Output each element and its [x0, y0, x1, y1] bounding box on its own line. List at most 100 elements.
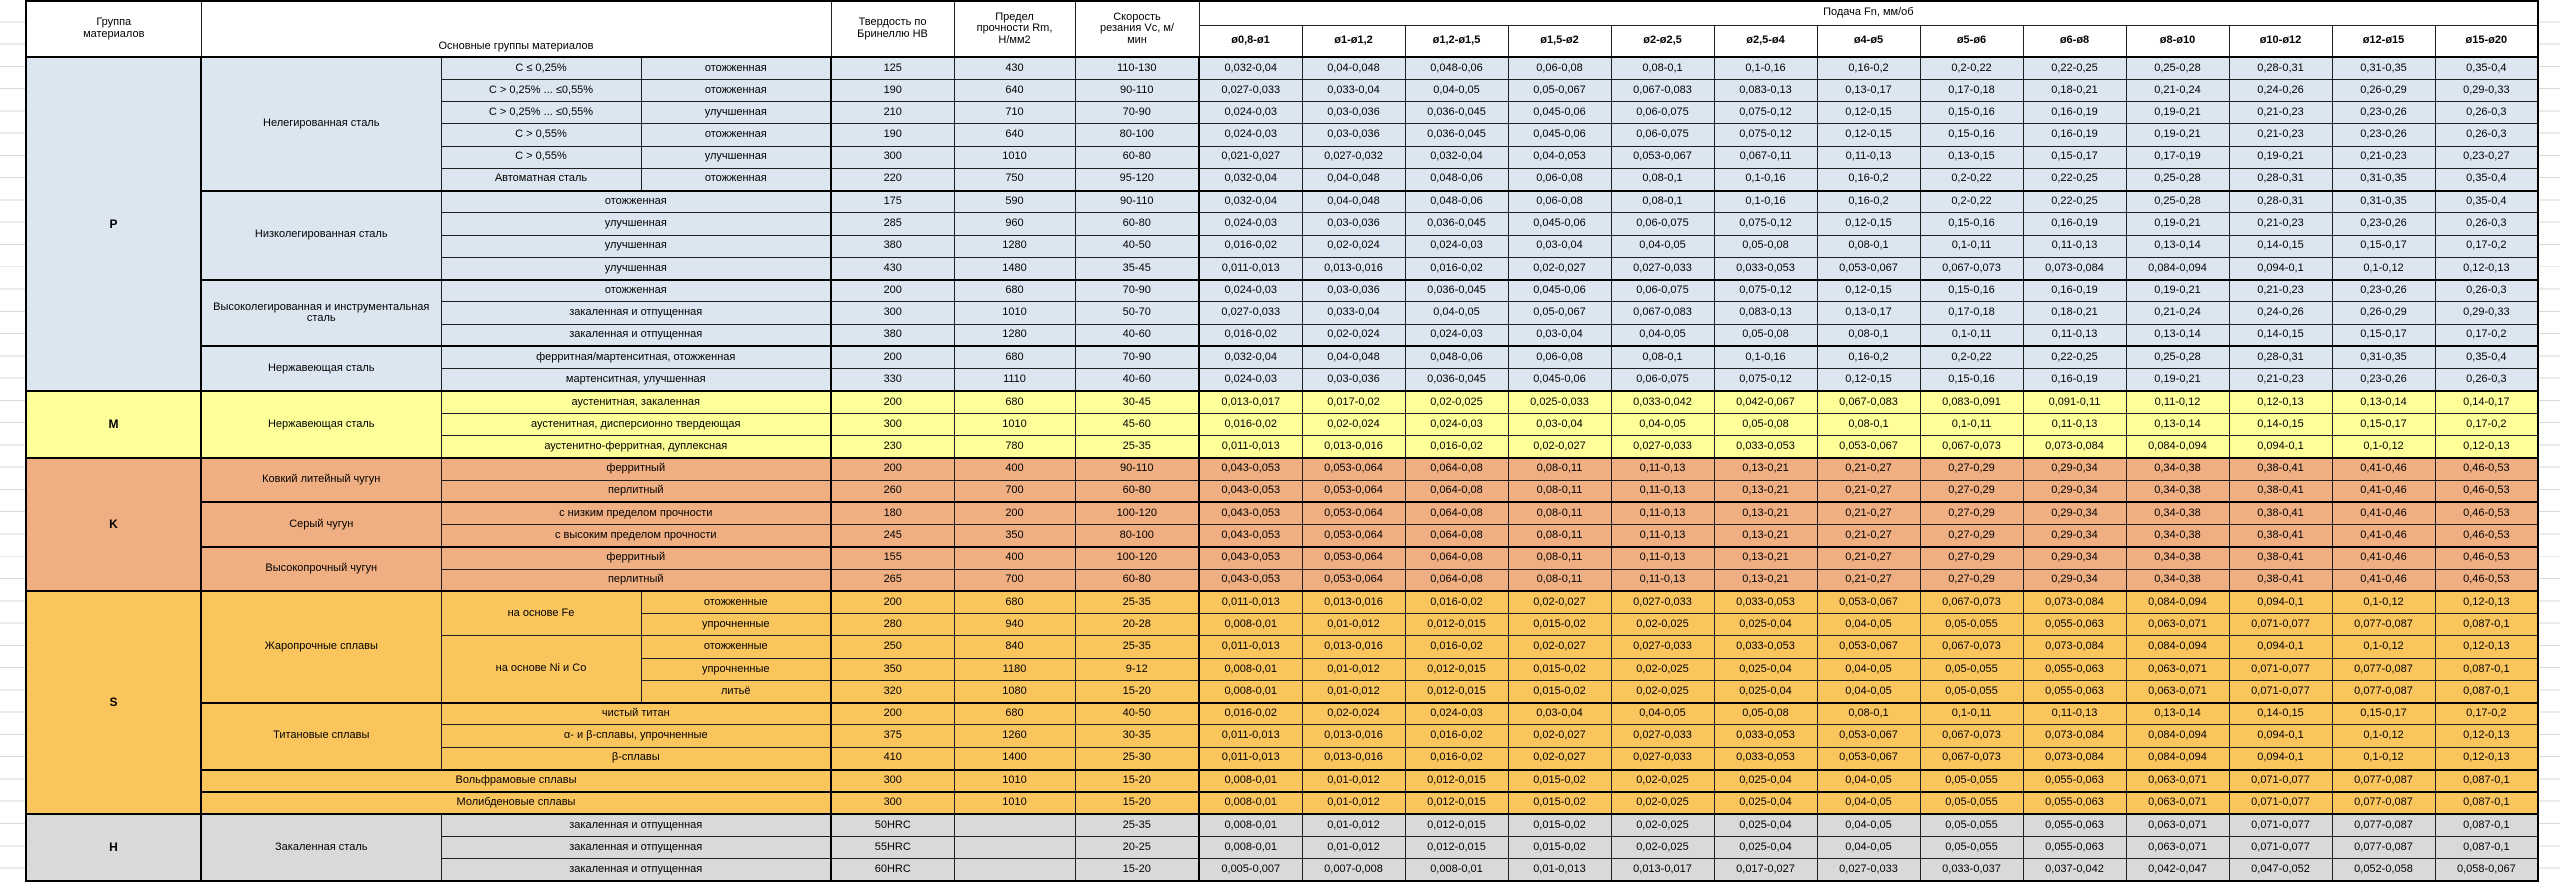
feed-cell[interactable]: 0,053-0,064	[1301, 501, 1406, 526]
feed-cell[interactable]: 0,13-0,21	[1713, 479, 1818, 503]
feed-cell[interactable]: 0,01-0,013	[1507, 858, 1612, 882]
feed-cell[interactable]: 0,15-0,16	[1919, 368, 2024, 392]
feed-cell[interactable]: 0,036-0,045	[1404, 212, 1509, 236]
hardness-cell[interactable]: 200	[830, 389, 955, 414]
material-cell[interactable]: с высоким пределом прочности	[440, 524, 832, 548]
feed-cell[interactable]: 0,04-0,05	[1816, 613, 1921, 637]
feed-cell[interactable]: 0,053-0,064	[1301, 524, 1406, 548]
feed-cell[interactable]: 0,094-0,1	[2228, 635, 2333, 659]
feed-cell[interactable]: 0,05-0,08	[1713, 701, 1818, 726]
feed-cell[interactable]: 0,34-0,38	[2125, 479, 2230, 503]
feed-cell[interactable]: 0,27-0,29	[1919, 479, 2024, 503]
feed-cell[interactable]: 0,013-0,016	[1301, 256, 1406, 281]
feed-cell[interactable]: 0,02-0,027	[1507, 724, 1612, 748]
feed-cell[interactable]: 0,46-0,53	[2434, 479, 2539, 503]
feed-cell[interactable]: 0,11-0,13	[1610, 456, 1715, 481]
feed-cell[interactable]: 0,053-0,067	[1816, 724, 1921, 748]
feed-cell[interactable]: 0,21-0,23	[2331, 145, 2436, 169]
feed-cell[interactable]: 0,08-0,1	[1610, 55, 1715, 80]
feed-cell[interactable]: 0,14-0,15	[2228, 701, 2333, 726]
feed-cell[interactable]: 0,037-0,042	[2022, 858, 2127, 882]
feed-cell[interactable]: 0,03-0,036	[1301, 212, 1406, 236]
feed-cell[interactable]: 0,043-0,053	[1198, 456, 1303, 481]
speed-cell[interactable]: 60-80	[1074, 568, 1200, 592]
feed-cell[interactable]: 0,03-0,04	[1507, 323, 1612, 347]
feed-cell[interactable]: 0,27-0,29	[1919, 501, 2024, 526]
feed-cell[interactable]: 0,29-0,34	[2022, 501, 2127, 526]
feed-cell[interactable]: 0,05-0,08	[1713, 412, 1818, 437]
feed-cell[interactable]: 0,091-0,11	[2022, 389, 2127, 414]
feed-cell[interactable]: 0,024-0,03	[1198, 278, 1303, 303]
feed-cell[interactable]: 0,21-0,27	[1816, 524, 1921, 548]
feed-cell[interactable]: 0,045-0,06	[1507, 368, 1612, 392]
feed-cell[interactable]: 0,15-0,16	[1919, 101, 2024, 125]
feed-cell[interactable]: 0,073-0,084	[2022, 746, 2127, 771]
material-cell[interactable]: Нелегированная сталь	[200, 56, 442, 192]
feed-cell[interactable]: 0,21-0,23	[2228, 101, 2333, 125]
feed-cell[interactable]: 0,024-0,03	[1404, 412, 1509, 437]
feed-cell[interactable]: 0,02-0,025	[1610, 679, 1715, 704]
feed-cell[interactable]: 0,31-0,35	[2331, 167, 2436, 192]
feed-cell[interactable]: 0,04-0,048	[1301, 167, 1406, 192]
feed-cell[interactable]: 0,053-0,067	[1610, 145, 1715, 169]
strength-cell[interactable]: 940	[953, 613, 1076, 637]
feed-cell[interactable]: 0,28-0,31	[2228, 167, 2333, 192]
feed-cell[interactable]: 0,067-0,073	[1919, 256, 2024, 281]
feed-cell[interactable]: 0,13-0,15	[1919, 145, 2024, 169]
material-cell[interactable]: закаленная и отпущенная	[440, 835, 832, 860]
feed-cell[interactable]: 0,12-0,15	[1816, 368, 1921, 392]
material-cell[interactable]: Низколегированная сталь	[200, 189, 442, 281]
strength-cell[interactable]: 680	[953, 389, 1076, 414]
feed-cell[interactable]: 0,075-0,12	[1713, 101, 1818, 125]
feed-cell[interactable]: 0,017-0,027	[1713, 858, 1818, 882]
feed-cell[interactable]: 0,12-0,13	[2434, 635, 2539, 659]
spec-cell[interactable]: ферритный	[440, 545, 832, 570]
feed-cell[interactable]: 0,015-0,02	[1507, 679, 1612, 704]
feed-cell[interactable]: 0,46-0,53	[2434, 524, 2539, 548]
feed-cell[interactable]: 0,1-0,12	[2331, 435, 2436, 459]
feed-cell[interactable]: 0,26-0,3	[2434, 278, 2539, 303]
feed-cell[interactable]: 0,08-0,1	[1610, 345, 1715, 370]
material-cell[interactable]: C > 0,25% ... ≤0,55%	[440, 101, 642, 125]
feed-cell[interactable]: 0,02-0,024	[1301, 323, 1406, 347]
speed-cell[interactable]: 100-120	[1074, 501, 1200, 526]
feed-cell[interactable]: 0,067-0,073	[1919, 746, 2024, 771]
feed-cell[interactable]: 0,11-0,13	[2022, 323, 2127, 347]
hardness-cell[interactable]: 350	[830, 657, 955, 681]
speed-cell[interactable]: 25-35	[1074, 435, 1200, 459]
feed-cell[interactable]: 0,024-0,03	[1198, 101, 1303, 125]
feed-cell[interactable]: 0,13-0,17	[1816, 301, 1921, 325]
feed-cell[interactable]: 0,46-0,53	[2434, 456, 2539, 481]
feed-cell[interactable]: 0,12-0,15	[1816, 101, 1921, 125]
feed-cell[interactable]: 0,027-0,033	[1610, 635, 1715, 659]
feed-cell[interactable]: 0,075-0,12	[1713, 123, 1818, 147]
feed-cell[interactable]: 0,41-0,46	[2331, 479, 2436, 503]
feed-cell[interactable]: 0,06-0,08	[1507, 167, 1612, 192]
feed-cell[interactable]: 0,17-0,2	[2434, 412, 2539, 437]
hardness-cell[interactable]: 50HRC	[830, 813, 955, 837]
feed-cell[interactable]: 0,17-0,18	[1919, 301, 2024, 325]
feed-cell[interactable]: 0,04-0,05	[1610, 323, 1715, 347]
speed-cell[interactable]: 110-130	[1074, 55, 1200, 80]
feed-cell[interactable]: 0,063-0,071	[2125, 679, 2230, 704]
strength-cell[interactable]: 750	[953, 167, 1076, 192]
feed-cell[interactable]: 0,1-0,12	[2331, 746, 2436, 771]
feed-cell[interactable]: 0,071-0,077	[2228, 657, 2333, 681]
feed-cell[interactable]: 0,053-0,064	[1301, 456, 1406, 481]
feed-cell[interactable]: 0,21-0,27	[1816, 479, 1921, 503]
feed-cell[interactable]: 0,08-0,11	[1507, 456, 1612, 481]
feed-cell[interactable]: 0,033-0,042	[1610, 389, 1715, 414]
feed-cell[interactable]: 0,015-0,02	[1507, 835, 1612, 860]
feed-cell[interactable]: 0,013-0,016	[1301, 724, 1406, 748]
hardness-cell[interactable]: 320	[830, 679, 955, 704]
feed-cell[interactable]: 0,094-0,1	[2228, 724, 2333, 748]
feed-cell[interactable]: 0,04-0,05	[1816, 813, 1921, 837]
feed-cell[interactable]: 0,077-0,087	[2331, 657, 2436, 681]
feed-cell[interactable]: 0,015-0,02	[1507, 613, 1612, 637]
feed-cell[interactable]: 0,25-0,28	[2125, 167, 2230, 192]
speed-cell[interactable]: 20-25	[1074, 835, 1200, 860]
strength-cell[interactable]: 1480	[953, 256, 1076, 281]
material-cell[interactable]: на основе Ni и Co	[440, 635, 642, 704]
header-diameter-1[interactable]: ø1-ø1,2	[1301, 24, 1406, 58]
feed-cell[interactable]: 0,025-0,04	[1713, 613, 1818, 637]
